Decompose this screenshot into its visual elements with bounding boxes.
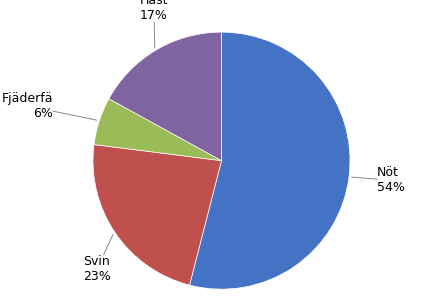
Wedge shape (109, 32, 222, 161)
Wedge shape (190, 32, 350, 289)
Wedge shape (93, 144, 222, 285)
Text: Häst
17%: Häst 17% (140, 0, 168, 48)
Text: Nöt
54%: Nöt 54% (352, 166, 405, 194)
Text: Svin
23%: Svin 23% (83, 234, 113, 282)
Wedge shape (94, 99, 222, 161)
Text: Fjäderfä
6%: Fjäderfä 6% (1, 92, 97, 120)
